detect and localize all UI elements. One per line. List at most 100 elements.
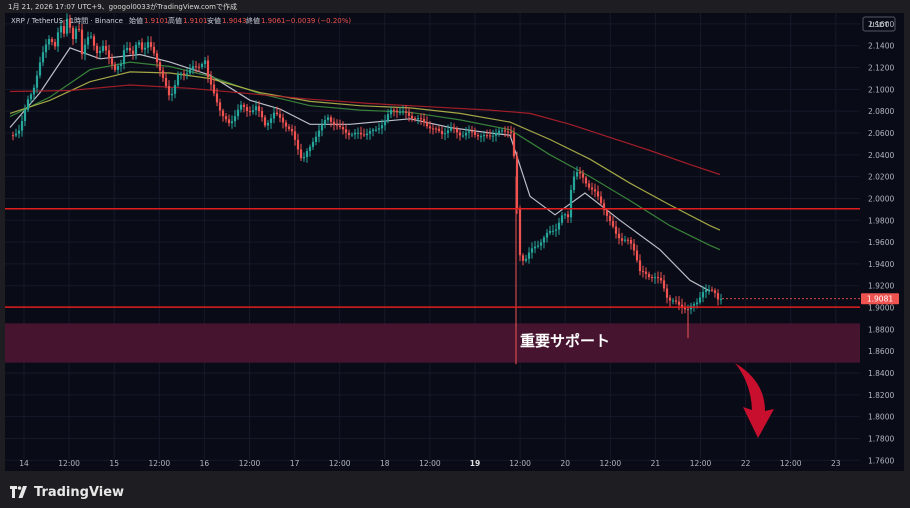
y-tick-label: 2.0800 — [868, 107, 894, 116]
candle-body — [692, 304, 696, 306]
candle-body — [167, 86, 171, 96]
candle-body — [137, 42, 141, 45]
ohlc-value: 1.9061 — [261, 17, 286, 25]
x-tick-label: 22 — [741, 459, 751, 468]
down-arrow-icon — [735, 363, 774, 438]
x-tick-label: 12:00 — [239, 459, 261, 468]
candle-body — [425, 122, 429, 127]
candle-body — [110, 58, 114, 65]
candle-body — [128, 47, 132, 51]
candle-body — [221, 110, 225, 117]
candle-body — [41, 52, 45, 63]
candle-body — [83, 44, 87, 55]
candle-body — [668, 297, 672, 301]
candle-body — [104, 45, 108, 51]
candle-body — [260, 111, 264, 118]
candle-body — [599, 196, 603, 204]
ohlc-label: 始値 — [129, 16, 143, 25]
candle-body — [602, 203, 606, 211]
candle-body — [233, 116, 237, 122]
candle-body — [650, 277, 654, 279]
candle-body — [59, 26, 63, 33]
candle-body — [428, 126, 432, 129]
candle-body — [284, 122, 288, 127]
ma-fast-line — [9, 47, 711, 292]
candle-body — [578, 172, 582, 174]
currency-box[interactable] — [862, 16, 896, 32]
candle-body — [176, 74, 180, 86]
y-tick-label: 1.8200 — [868, 391, 894, 400]
candle-body — [629, 239, 633, 244]
candle-body — [287, 126, 291, 129]
candle-body — [302, 156, 306, 159]
candle-body — [707, 289, 711, 291]
candle-body — [290, 128, 294, 132]
candle-body — [377, 128, 381, 130]
candle-body — [581, 173, 585, 178]
candle-body — [383, 120, 387, 126]
candle-body — [305, 151, 309, 157]
candle-body — [80, 29, 84, 55]
candle-body — [551, 230, 555, 232]
candle-body — [632, 243, 636, 251]
candle-body — [320, 124, 324, 131]
candle-body — [476, 135, 480, 137]
candle-body — [536, 245, 540, 247]
candle-body — [23, 109, 27, 122]
candle-body — [491, 135, 495, 137]
candle-body — [590, 187, 594, 190]
current-price-badge — [861, 293, 899, 305]
y-tick-label: 1.9800 — [868, 216, 894, 225]
candle-body — [392, 109, 396, 111]
candle-body — [89, 36, 93, 38]
candle-body — [32, 87, 36, 95]
candle-body — [347, 132, 351, 136]
candle-body — [212, 84, 216, 94]
candle-body — [119, 63, 123, 66]
candle-body — [521, 255, 525, 261]
candle-body — [215, 93, 219, 103]
candle-body — [95, 45, 99, 54]
candle-body — [29, 94, 33, 100]
candle-body — [584, 177, 588, 184]
candle-body — [398, 111, 402, 113]
candle-body — [149, 42, 153, 47]
candle-body — [656, 277, 660, 279]
candle-body — [71, 27, 75, 40]
candle-body — [605, 210, 609, 216]
candle-body — [86, 37, 90, 45]
price-chart[interactable]: 1.9081 重要サポート XRP / TetherUS · 1時間 · Bin… — [5, 13, 904, 471]
y-tick-label: 2.1400 — [868, 42, 894, 51]
x-tick-label: 12:00 — [419, 459, 441, 468]
candle-body — [449, 127, 453, 131]
y-tick-label: 1.8400 — [868, 369, 894, 378]
candle-body — [278, 114, 282, 118]
y-tick-label: 1.9400 — [868, 260, 894, 269]
candle-body — [620, 238, 624, 241]
candle-body — [65, 18, 69, 34]
candle-body — [710, 289, 714, 291]
candle-body — [62, 26, 66, 34]
candle-body — [239, 104, 243, 110]
candle-body — [266, 122, 270, 126]
chart-panel[interactable]: 1.9081 重要サポート XRP / TetherUS · 1時間 · Bin… — [5, 13, 904, 471]
x-tick-label: 14 — [19, 459, 29, 468]
candle-body — [356, 132, 360, 134]
candle-body — [500, 130, 504, 132]
candle-body — [323, 120, 327, 125]
currency-label: USDT — [869, 21, 889, 29]
y-tick-label: 1.7800 — [868, 434, 894, 443]
x-tick-label: 12:00 — [690, 459, 712, 468]
candle-body — [203, 60, 207, 65]
candle-body — [53, 41, 57, 47]
candle-body — [512, 133, 516, 157]
candle-body — [107, 50, 111, 59]
candle-body — [161, 70, 165, 78]
candle-body — [146, 42, 150, 48]
candle-body — [338, 125, 342, 128]
candle-body — [299, 149, 303, 159]
x-tick-label: 12:00 — [58, 459, 80, 468]
candle-body — [173, 85, 177, 94]
candle-body — [473, 131, 477, 136]
tradingview-brand: TradingView — [34, 484, 125, 500]
